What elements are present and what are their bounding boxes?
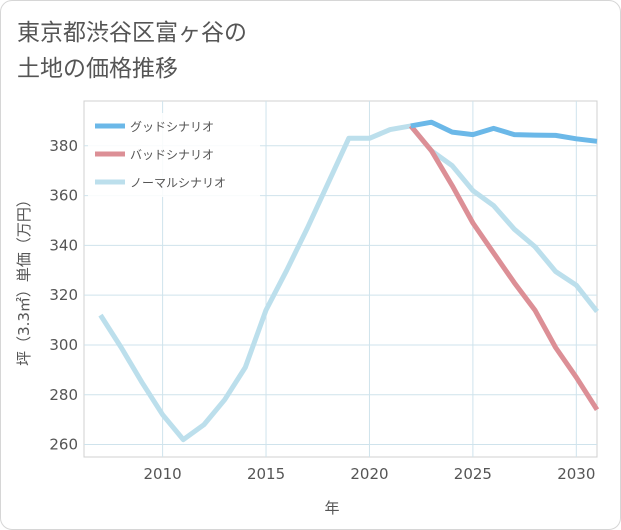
y-axis-ticks: 260 280 300 320 340 360 380 bbox=[49, 137, 78, 454]
x-tick-label-2025: 2025 bbox=[454, 465, 492, 483]
x-axis-label: 年 bbox=[324, 499, 339, 517]
grid bbox=[84, 101, 597, 457]
y-tick-label-340: 340 bbox=[49, 236, 78, 254]
y-tick-label-360: 360 bbox=[49, 187, 78, 205]
y-tick-label-320: 320 bbox=[49, 286, 78, 304]
y-axis-label: 坪（3.3㎡）単価（万円） bbox=[15, 192, 33, 366]
y-tick-label-380: 380 bbox=[49, 137, 78, 155]
x-tick-label-2020: 2020 bbox=[350, 465, 388, 483]
y-tick-label-280: 280 bbox=[49, 386, 78, 404]
y-tick-label-260: 260 bbox=[49, 436, 78, 454]
x-tick-label-2015: 2015 bbox=[247, 465, 285, 483]
chart-title: 東京都渋谷区富ヶ谷の 土地の価格推移 bbox=[17, 15, 247, 87]
chart-title-line-2: 土地の価格推移 bbox=[17, 56, 178, 82]
legend-label-1: バッドシナリオ bbox=[130, 148, 214, 162]
y-tick-label-300: 300 bbox=[49, 336, 78, 354]
series-line-2 bbox=[98, 123, 599, 443]
legend-label-2: ノーマルシナリオ bbox=[130, 176, 226, 190]
series-lines bbox=[98, 119, 600, 443]
series-line-0 bbox=[410, 119, 598, 144]
x-tick-label-2010: 2010 bbox=[144, 465, 182, 483]
x-axis-ticks: 2010 2015 2020 2025 2030 bbox=[144, 465, 596, 483]
chart-title-line-1: 東京都渋谷区富ヶ谷の bbox=[17, 20, 247, 46]
series-line-1 bbox=[408, 124, 600, 412]
legend-label-0: グッドシナリオ bbox=[130, 120, 214, 134]
x-tick-label-2030: 2030 bbox=[557, 465, 595, 483]
